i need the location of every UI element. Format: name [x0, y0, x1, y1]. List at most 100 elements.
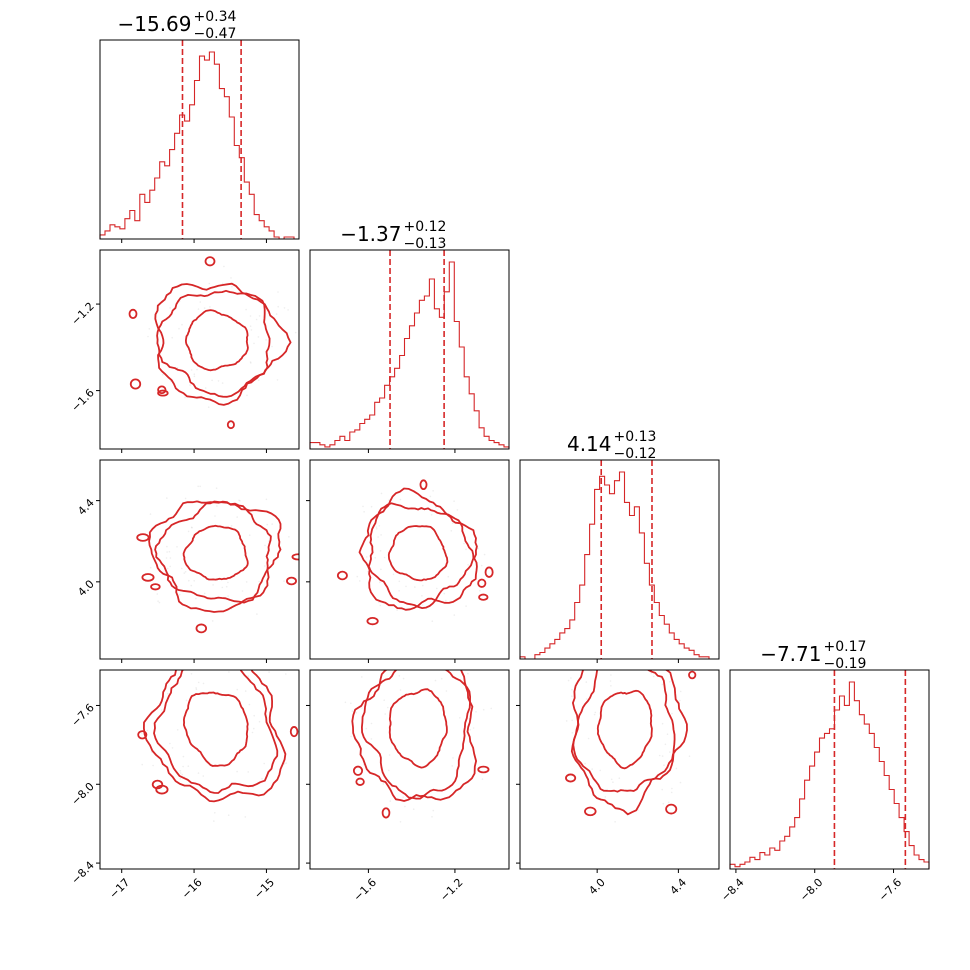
sample-point — [679, 781, 682, 784]
contour-island — [188, 633, 197, 641]
sample-point — [181, 567, 183, 570]
sample-point — [432, 490, 434, 492]
contour-island — [157, 389, 169, 397]
panel-frame — [729, 669, 930, 870]
sample-point — [149, 566, 152, 569]
sample-point — [214, 515, 216, 517]
sample-point — [378, 525, 381, 527]
sample-point — [370, 738, 373, 740]
sample-point — [149, 513, 152, 515]
sample-point — [187, 765, 190, 767]
sample-point — [215, 487, 218, 490]
x-tick-label: −1.2 — [438, 876, 466, 904]
sample-point — [152, 764, 154, 767]
sample-point — [475, 711, 477, 713]
sample-point — [399, 821, 402, 823]
sample-point — [463, 542, 465, 545]
contour-group — [351, 670, 490, 819]
sample-point — [227, 595, 229, 597]
contour-panel-3-0: −17 −16 −15 −8.4 −8.0 −7.6 — [69, 633, 300, 901]
sample-point — [431, 620, 434, 622]
sample-point — [277, 291, 279, 293]
contour-island — [129, 378, 142, 390]
sample-point — [440, 677, 443, 680]
sample-point — [467, 672, 469, 675]
sample-point — [250, 329, 253, 331]
sample-point — [658, 754, 661, 757]
sample-point — [383, 699, 386, 701]
contour-island — [355, 777, 365, 786]
sample-point — [669, 751, 671, 753]
sample-point — [388, 769, 390, 772]
sample-point — [147, 335, 149, 338]
sample-point — [402, 796, 405, 798]
sample-point — [571, 695, 573, 697]
contour-inner — [596, 689, 653, 770]
histogram-3 — [729, 681, 930, 869]
sample-point — [197, 772, 200, 774]
sample-point — [248, 703, 251, 706]
sample-point — [587, 737, 590, 740]
histogram-panel-0: −15.69 +0.34−0.47 — [99, 9, 300, 243]
sample-point — [377, 536, 379, 538]
contour-inner — [185, 309, 249, 372]
sample-point — [675, 767, 678, 770]
sample-point — [171, 747, 174, 749]
sample-point — [688, 755, 691, 757]
sample-point — [436, 587, 438, 590]
contour-island — [195, 623, 208, 634]
sample-point — [453, 614, 456, 616]
sample-point — [217, 380, 220, 382]
sample-point — [609, 680, 612, 682]
sample-point — [236, 516, 238, 518]
sample-point — [599, 769, 601, 772]
sample-point — [249, 315, 252, 317]
sample-point — [392, 573, 395, 576]
panel-frame — [99, 669, 300, 870]
sample-point — [176, 546, 178, 548]
sample-point — [190, 673, 193, 675]
sample-point — [178, 327, 180, 330]
sample-point — [361, 676, 363, 678]
sample-point — [188, 579, 190, 582]
sample-point — [445, 690, 448, 692]
sample-point — [212, 584, 214, 586]
sample-point — [402, 677, 405, 680]
sample-point — [213, 820, 215, 822]
sample-point — [223, 265, 225, 268]
sample-point — [148, 328, 151, 330]
histogram-panel-3: −7.71 +0.17−0.19 −8.4 −8.0 −7.6 — [719, 639, 930, 904]
sample-point — [456, 509, 459, 511]
sample-point — [443, 592, 446, 595]
sample-point — [181, 773, 184, 776]
sample-point — [230, 525, 233, 527]
contour-middle — [153, 670, 279, 794]
contour-island — [286, 576, 297, 586]
sample-point — [203, 307, 206, 309]
sample-point — [195, 687, 197, 689]
sample-point — [366, 556, 368, 558]
panel-frame — [309, 459, 510, 660]
sample-point — [166, 567, 169, 570]
sample-point — [434, 506, 437, 508]
contour-panel-1-0: −1.6 −1.2 — [69, 249, 300, 453]
sample-point — [380, 492, 383, 495]
sample-point — [209, 306, 211, 308]
sample-point — [244, 816, 247, 818]
sample-point — [610, 674, 612, 676]
sample-point — [255, 318, 258, 321]
sample-point — [264, 565, 266, 567]
contour-island — [150, 583, 161, 591]
sample-point — [379, 604, 382, 607]
sample-point — [483, 553, 486, 556]
sample-point — [258, 315, 261, 317]
sample-point — [451, 765, 454, 767]
panel-frame — [309, 669, 510, 870]
sample-point — [447, 575, 450, 578]
panel-frame — [99, 39, 300, 240]
sample-point — [350, 702, 352, 705]
sample-point — [190, 584, 193, 587]
sample-point — [374, 557, 377, 559]
sample-point — [140, 732, 143, 734]
sample-point — [585, 698, 588, 700]
